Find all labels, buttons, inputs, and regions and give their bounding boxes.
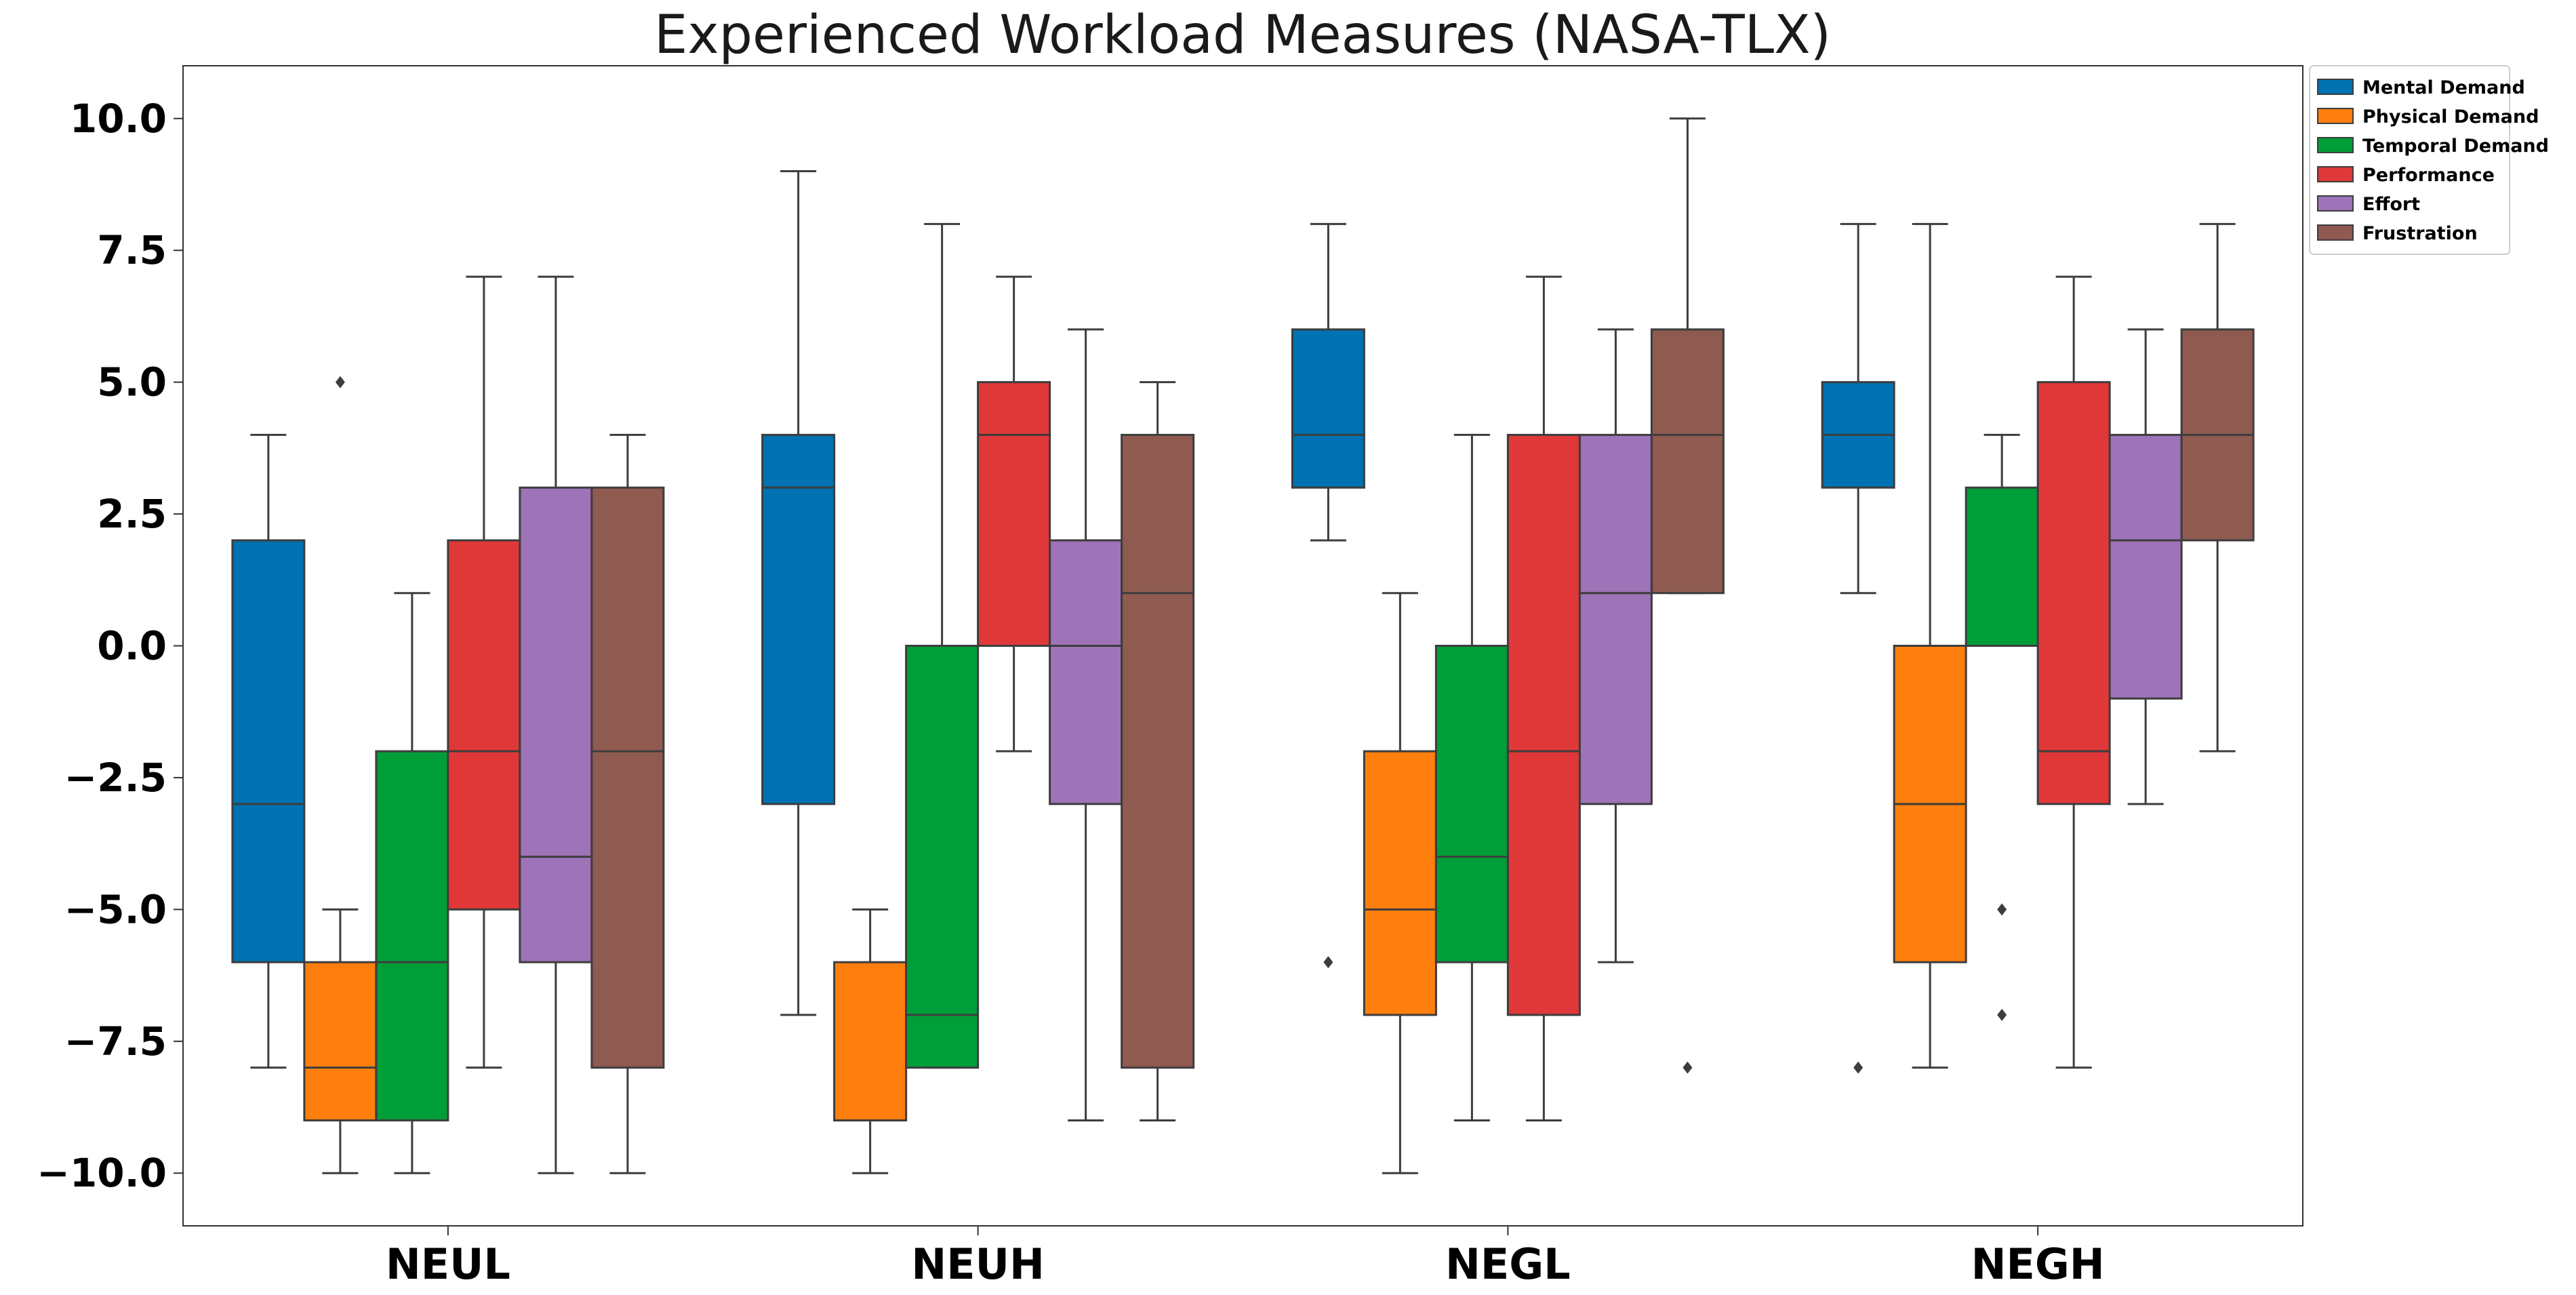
box-neuh-temporal-demand: [905, 222, 980, 1069]
iqr-box: [1363, 750, 1437, 1016]
iqr-box: [1650, 328, 1725, 595]
box-negl-frustration: [1650, 117, 1725, 1074]
iqr-box: [1965, 486, 2039, 647]
box-negh-physical-demand: [1893, 222, 1967, 1069]
legend-label: Physical Demand: [2362, 106, 2539, 127]
legend-label: Frustration: [2362, 223, 2478, 244]
iqr-box: [1121, 433, 1195, 1069]
box-negh-temporal-demand: [1965, 433, 2039, 1021]
legend-label: Performance: [2362, 165, 2495, 186]
outlier-point: [1853, 1061, 1864, 1074]
x-tick-label: NEGL: [1445, 1239, 1571, 1289]
iqr-box: [447, 539, 521, 911]
y-tick-label: −7.5: [64, 1018, 167, 1064]
iqr-box: [833, 961, 908, 1121]
x-tick-label: NEGH: [1971, 1239, 2105, 1289]
x-tick-label: NEUH: [911, 1239, 1044, 1289]
box-neuh-effort: [1049, 328, 1123, 1121]
box-negl-physical-demand: [1363, 592, 1437, 1174]
box-neuh-frustration: [1121, 381, 1195, 1121]
iqr-box: [303, 961, 378, 1121]
legend-frame: [2309, 65, 2510, 255]
iqr-box: [1506, 433, 1581, 1016]
box-negh-performance: [2036, 275, 2111, 1069]
iqr-box: [590, 486, 665, 1069]
box-neul-mental-demand: [231, 433, 306, 1069]
box-negh-effort: [2108, 328, 2183, 805]
iqr-box: [1049, 539, 1123, 805]
legend-swatch: [2317, 224, 2354, 241]
y-tick-label: −10.0: [37, 1150, 167, 1196]
outlier-point: [335, 376, 345, 388]
iqr-box: [2108, 433, 2183, 700]
iqr-box: [231, 539, 306, 963]
legend-label: Temporal Demand: [2362, 136, 2549, 157]
chart-title: Experienced Workload Measures (NASA-TLX): [654, 5, 1831, 66]
y-tick-label: −2.5: [64, 755, 167, 801]
iqr-box: [1291, 328, 1365, 489]
iqr-box: [2036, 381, 2111, 805]
iqr-box: [375, 750, 449, 1121]
legend-label: Mental Demand: [2362, 77, 2525, 98]
legend-swatch: [2317, 195, 2354, 212]
plot-area: 10.0 7.5 5.0 2.5 0.0 −2.5 −5.0 −7.5 −10.0 NEUL NEU…: [37, 65, 2303, 1289]
box-neul-effort: [519, 275, 593, 1174]
box-neul-frustration: [590, 433, 665, 1174]
y-tick-label: 5.0: [97, 359, 167, 405]
y-tick-label: 2.5: [97, 491, 167, 537]
iqr-box: [1578, 433, 1653, 805]
legend: Mental Demand Physical Demand Temporal Dem…: [2309, 65, 2549, 255]
legend-swatch: [2317, 137, 2354, 153]
box-negl-performance: [1506, 275, 1581, 1121]
box-neuh-performance: [977, 275, 1051, 753]
box-negl-mental-demand: [1291, 222, 1365, 969]
legend-label: Effort: [2362, 194, 2420, 215]
y-tick-label: 0.0: [97, 623, 167, 669]
box-negh-mental-demand: [1821, 222, 1895, 1074]
outlier-point: [1683, 1061, 1693, 1074]
legend-swatch: [2317, 108, 2354, 124]
outlier-point: [1323, 956, 1333, 969]
box-negl-effort: [1578, 328, 1653, 963]
outlier-point: [1997, 903, 2007, 916]
box-neuh-physical-demand: [833, 908, 908, 1174]
y-tick-label: 7.5: [97, 227, 167, 273]
legend-swatch: [2317, 166, 2354, 182]
x-tick-label: NEUL: [386, 1239, 510, 1289]
legend-swatch: [2317, 79, 2354, 95]
iqr-box: [977, 381, 1051, 647]
iqr-box: [905, 645, 980, 1069]
box-neul-physical-demand: [303, 376, 378, 1174]
iqr-box: [761, 433, 836, 805]
box-neuh-mental-demand: [761, 170, 836, 1016]
box-negl-temporal-demand: [1434, 433, 1509, 1121]
y-tick-label: 10.0: [70, 96, 167, 142]
y-tick-label: −5.0: [64, 886, 167, 932]
iqr-box: [1434, 645, 1509, 963]
box-neul-temporal-demand: [375, 592, 449, 1174]
outlier-point: [1997, 1008, 2007, 1021]
box-negh-frustration: [2180, 222, 2255, 753]
iqr-box: [519, 486, 593, 963]
box-neul-performance: [447, 275, 521, 1069]
